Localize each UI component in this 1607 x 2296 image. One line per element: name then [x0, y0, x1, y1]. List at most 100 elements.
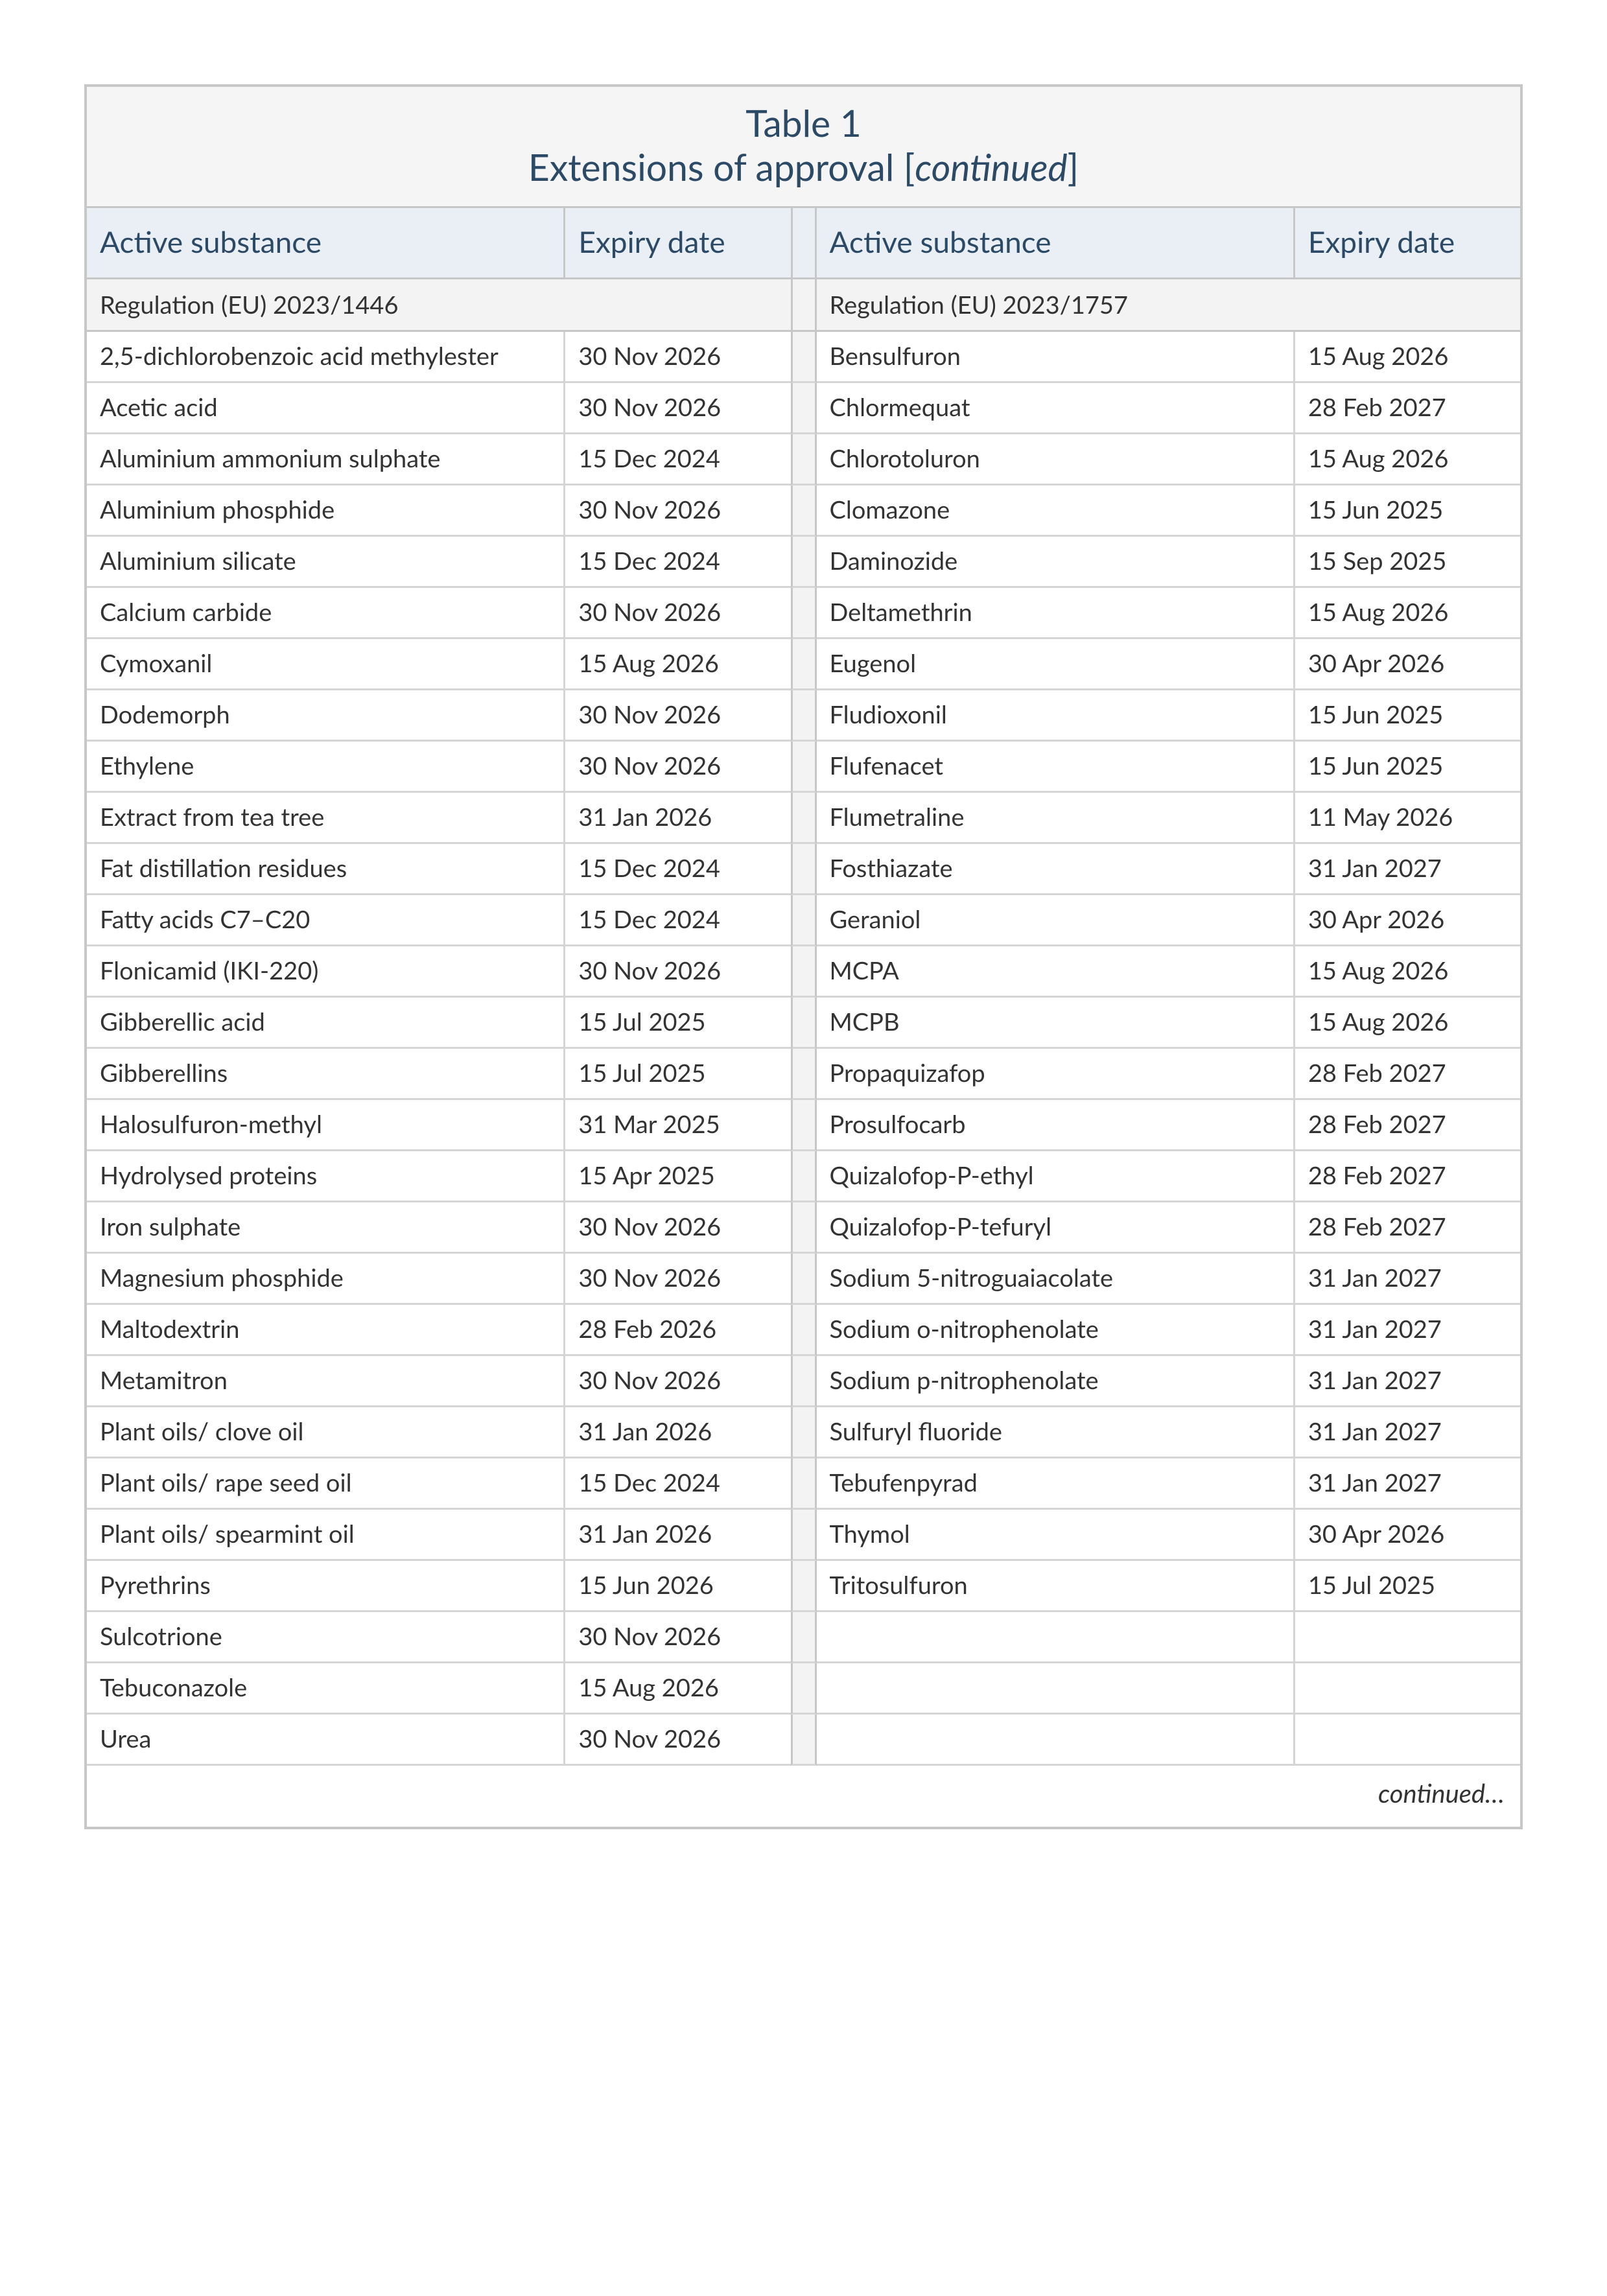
substance-cell: Aluminium ammonium sulphate: [87, 434, 563, 484]
expiry-cell: 31 Jan 2027: [1293, 1305, 1520, 1354]
expiry-cell: 15 Aug 2026: [1293, 946, 1520, 996]
expiry-cell: [1293, 1715, 1520, 1764]
table-row: Acetic acid30 Nov 2026: [87, 383, 791, 434]
substance-cell: Thymol: [817, 1510, 1293, 1559]
table-number: Table 1: [87, 101, 1520, 145]
table-row: Flonicamid (IKI-220)30 Nov 2026: [87, 946, 791, 998]
expiry-cell: 15 Dec 2024: [563, 844, 790, 893]
row-spacer: [791, 1356, 817, 1407]
table-row: Iron sulphate30 Nov 2026: [87, 1202, 791, 1254]
expiry-cell: 30 Nov 2026: [563, 690, 790, 740]
substance-cell: Clomazone: [817, 486, 1293, 535]
table-row: Fosthiazate31 Jan 2027: [817, 844, 1521, 895]
table-row: Sodium o-nitrophenolate31 Jan 2027: [817, 1305, 1521, 1356]
table-row: Halosulfuron-methyl31 Mar 2025: [87, 1100, 791, 1151]
expiry-cell: 30 Apr 2026: [1293, 895, 1520, 944]
right-column-header: Active substance Expiry date: [817, 208, 1521, 279]
table-row: Eugenol30 Apr 2026: [817, 639, 1521, 690]
table-row: MCPB15 Aug 2026: [817, 998, 1521, 1049]
table-row: Chlormequat28 Feb 2027: [817, 383, 1521, 434]
table-row: Aluminium phosphide30 Nov 2026: [87, 486, 791, 537]
substance-cell: Daminozide: [817, 537, 1293, 586]
table-row: Sodium p-nitrophenolate31 Jan 2027: [817, 1356, 1521, 1407]
table-row: Sulcotrione30 Nov 2026: [87, 1612, 791, 1663]
row-spacer: [791, 1715, 817, 1766]
table-row: Metamitron30 Nov 2026: [87, 1356, 791, 1407]
row-spacer: [791, 1100, 817, 1151]
table-row: Quizalofop-P-ethyl28 Feb 2027: [817, 1151, 1521, 1202]
substance-cell: Quizalofop-P-tefuryl: [817, 1202, 1293, 1252]
table-row: Flufenacet15 Jun 2025: [817, 742, 1521, 793]
expiry-cell: 30 Nov 2026: [563, 588, 790, 637]
row-spacer: [791, 1202, 817, 1254]
substance-cell: Fosthiazate: [817, 844, 1293, 893]
expiry-cell: 28 Feb 2027: [1293, 383, 1520, 432]
caption-suffix: ]: [1068, 145, 1079, 189]
substance-cell: MCPB: [817, 998, 1293, 1047]
expiry-cell: 15 Aug 2026: [1293, 332, 1520, 381]
table-row: Fludioxonil15 Jun 2025: [817, 690, 1521, 742]
caption-continued: continued: [915, 145, 1067, 189]
table-row: Aluminium silicate15 Dec 2024: [87, 537, 791, 588]
row-spacer: [791, 1612, 817, 1663]
expiry-cell: 31 Jan 2027: [1293, 1356, 1520, 1405]
expiry-cell: 30 Nov 2026: [563, 1356, 790, 1405]
substance-cell: Propaquizafop: [817, 1049, 1293, 1098]
table-row: [817, 1715, 1521, 1766]
row-spacer: [791, 332, 817, 383]
expiry-cell: 11 May 2026: [1293, 793, 1520, 842]
expiry-cell: 30 Apr 2026: [1293, 1510, 1520, 1559]
table-row: Fatty acids C7–C2015 Dec 2024: [87, 895, 791, 946]
substance-cell: Tebufenpyrad: [817, 1458, 1293, 1508]
substance-cell: Fatty acids C7–C20: [87, 895, 563, 944]
table-columns: Active substance Expiry date Active subs…: [87, 208, 1520, 1827]
substance-cell: 2,5-dichlorobenzoic acid methylester: [87, 332, 563, 381]
substance-cell: Cymoxanil: [87, 639, 563, 688]
table-container: Table 1 Extensions of approval [continue…: [84, 84, 1523, 1829]
expiry-cell: 31 Jan 2026: [563, 1407, 790, 1457]
row-spacer: [791, 690, 817, 742]
expiry-cell: 31 Mar 2025: [563, 1100, 790, 1149]
expiry-cell: 31 Jan 2027: [1293, 1407, 1520, 1457]
table-row: Dodemorph30 Nov 2026: [87, 690, 791, 742]
substance-cell: Geraniol: [817, 895, 1293, 944]
row-spacer: [791, 1407, 817, 1458]
table-row: Hydrolysed proteins15 Apr 2025: [87, 1151, 791, 1202]
row-spacer: [791, 895, 817, 946]
substance-cell: Chlorotoluron: [817, 434, 1293, 484]
regulation-spacer: [791, 279, 817, 332]
row-spacer: [791, 537, 817, 588]
substance-cell: Plant oils/ spearmint oil: [87, 1510, 563, 1559]
table-caption: Extensions of approval [continued]: [87, 145, 1520, 189]
substance-cell: Maltodextrin: [87, 1305, 563, 1354]
table-row: Gibberellic acid15 Jul 2025: [87, 998, 791, 1049]
row-spacer: [791, 946, 817, 998]
expiry-cell: 15 Aug 2026: [563, 639, 790, 688]
table-row: Quizalofop-P-tefuryl28 Feb 2027: [817, 1202, 1521, 1254]
row-spacer: [791, 434, 817, 486]
table-row: Chlorotoluron15 Aug 2026: [817, 434, 1521, 486]
row-spacer: [791, 1663, 817, 1715]
expiry-cell: 15 Sep 2025: [1293, 537, 1520, 586]
row-spacer: [791, 1510, 817, 1561]
table-row: [817, 1663, 1521, 1715]
expiry-cell: 15 Jun 2025: [1293, 486, 1520, 535]
expiry-cell: 15 Dec 2024: [563, 434, 790, 484]
substance-cell: Chlormequat: [817, 383, 1293, 432]
expiry-cell: 30 Nov 2026: [563, 486, 790, 535]
table-row: Sodium 5-nitroguaiacolate31 Jan 2027: [817, 1254, 1521, 1305]
table-row: Tritosulfuron15 Jul 2025: [817, 1561, 1521, 1612]
expiry-cell: 30 Nov 2026: [563, 1254, 790, 1303]
substance-cell: Urea: [87, 1715, 563, 1764]
substance-cell: Sulfuryl fluoride: [817, 1407, 1293, 1457]
substance-cell: Dodemorph: [87, 690, 563, 740]
table-row: Maltodextrin28 Feb 2026: [87, 1305, 791, 1356]
table-row: Propaquizafop28 Feb 2027: [817, 1049, 1521, 1100]
table-row: Bensulfuron15 Aug 2026: [817, 332, 1521, 383]
expiry-cell: 31 Jan 2026: [563, 1510, 790, 1559]
expiry-cell: 31 Jan 2027: [1293, 844, 1520, 893]
expiry-cell: [1293, 1612, 1520, 1661]
row-spacer: [791, 1305, 817, 1356]
expiry-cell: 31 Jan 2026: [563, 793, 790, 842]
expiry-cell: 31 Jan 2027: [1293, 1254, 1520, 1303]
